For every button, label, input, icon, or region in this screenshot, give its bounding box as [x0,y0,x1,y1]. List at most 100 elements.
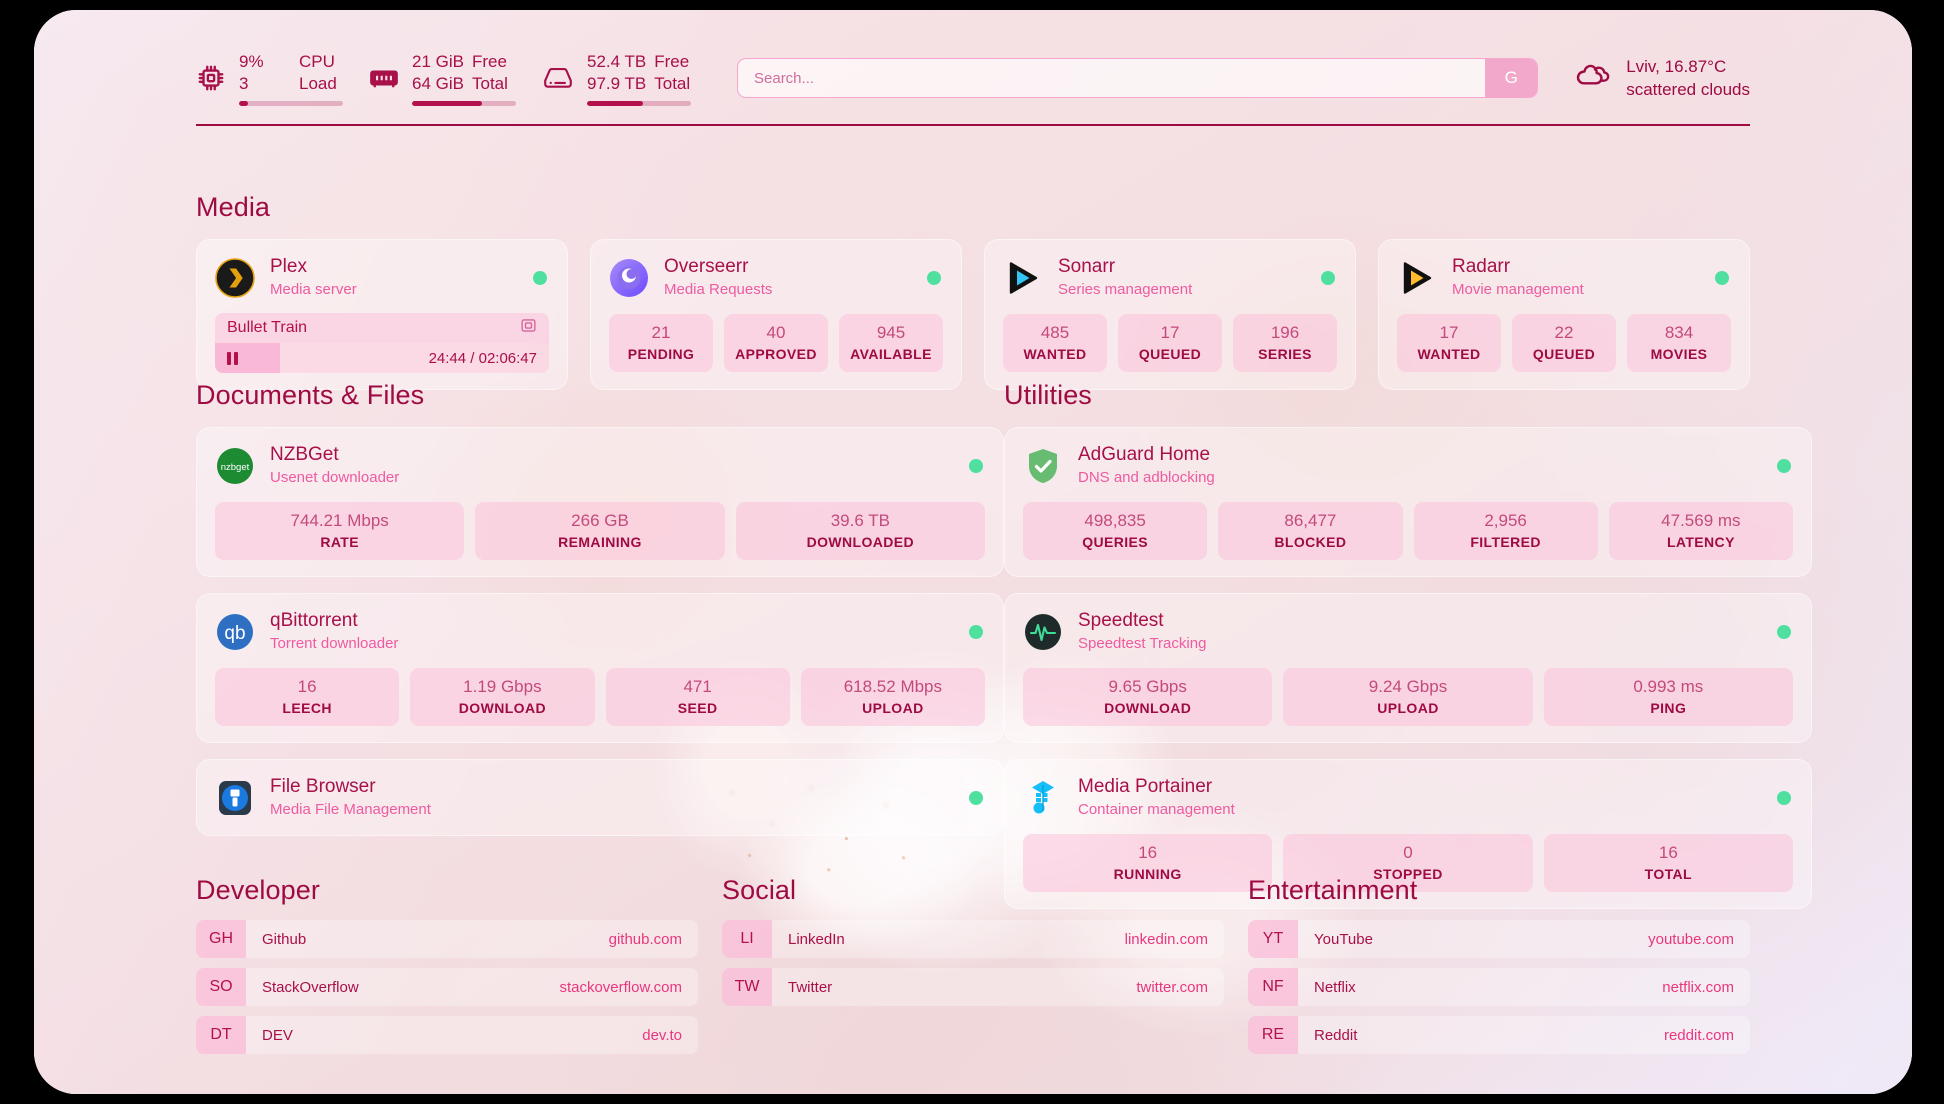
system-monitor-ram: 21 GiB 64 GiB Free Total [369,51,516,106]
stat-value: 9.24 Gbps [1368,677,1448,696]
monitor-value-2: 97.9 TB [587,73,647,93]
system-monitor-readout: 9% 3 CPU Load [239,51,343,106]
bookmark-abbr: RE [1248,1016,1298,1054]
stat-tile: 17 QUEUED [1118,314,1222,372]
service-subtitle: Media Requests [664,281,773,298]
bookmark-list: YT YouTube youtube.com NF Netflix netfli… [1248,920,1750,1054]
stat-label: QUEUED [1532,346,1596,362]
service-subtitle: Movie management [1452,281,1584,298]
stat-tile: 945 AVAILABLE [839,314,943,372]
section-title-utilities: Utilities [1004,380,1092,410]
monitor-value-2: 3 [239,73,249,93]
bookmark-item-dev[interactable]: DT DEV dev.to [196,1016,698,1054]
bookmark-abbr: TW [722,968,772,1006]
stat-value: 196 [1270,323,1300,342]
stat-value: 266 GB [571,511,629,530]
card-header: qb qBittorrent Torrent downloader [215,610,985,653]
search-input[interactable] [738,59,1486,97]
stat-label: WANTED [1023,346,1087,362]
stat-label: UPLOAD [1377,700,1439,716]
service-card-file-browser[interactable]: File Browser Media File Management [196,759,1004,836]
status-indicator-dot [1321,270,1335,285]
monitor-usage-bar [587,100,691,106]
stat-value: 834 [1664,323,1694,342]
bookmark-item-github[interactable]: GH Github github.com [196,920,698,958]
section-media: Media Plex Media server Bullet Train 24:… [196,192,1750,390]
bookmark-abbr: YT [1248,920,1298,958]
stat-value: 16 [1658,843,1678,862]
stat-tile: 39.6 TB DOWNLOADED [735,502,985,560]
bookmark-item-stackoverflow[interactable]: SO StackOverflow stackoverflow.com [196,968,698,1006]
stat-value: 1.19 Gbps [463,677,542,696]
monitor-value-1: 21 GiB [412,51,464,71]
service-subtitle: Container management [1078,801,1235,818]
bookmark-item-reddit[interactable]: RE Reddit reddit.com [1248,1016,1750,1054]
service-card-radarr[interactable]: Radarr Movie management 17 WANTED 22 QUE… [1378,239,1750,390]
monitor-usage-bar [239,100,343,106]
bookmark-abbr: NF [1248,968,1298,1006]
service-card-plex[interactable]: Plex Media server Bullet Train 24:44 / 0… [196,239,568,390]
cast-icon[interactable] [520,317,537,339]
service-name: Speedtest [1078,610,1164,631]
service-subtitle: Usenet downloader [270,469,400,486]
bookmark-item-linkedin[interactable]: LI LinkedIn linkedin.com [722,920,1224,958]
service-subtitle: DNS and adblocking [1078,469,1215,486]
qbittorrent-logo: qb [215,612,255,652]
ram-icon [369,65,399,91]
card-header: File Browser Media File Management [215,776,985,819]
monitor-value-2: 64 GiB [412,73,464,93]
stat-value: 485 [1040,323,1070,342]
stat-value: 2,956 [1484,511,1527,530]
stat-value: 40 [766,323,786,342]
service-card-media-portainer[interactable]: Media Portainer Container management 16 … [1004,759,1812,909]
stat-tile: 9.24 Gbps UPLOAD [1283,668,1533,726]
status-indicator-dot [533,270,547,285]
card-header: nzbget NZBGet Usenet downloader [215,444,985,487]
pause-icon[interactable] [227,351,238,365]
bookmark-name: Netflix [1314,978,1356,996]
stat-tile: 47.569 ms LATENCY [1608,502,1793,560]
status-indicator-dot [969,790,983,805]
dashboard-page: 9% 3 CPU Load 21 GiB 64 GiB [34,10,1912,1094]
bookmark-item-netflix[interactable]: NF Netflix netflix.com [1248,968,1750,1006]
system-monitor-cpu: 9% 3 CPU Load [196,51,343,106]
service-card-qbittorrent[interactable]: qb qBittorrent Torrent downloader 16 LEE… [196,593,1004,743]
stat-label: DOWNLOAD [458,700,546,716]
stat-label: DOWNLOAD [1104,700,1192,716]
service-card-adguard-home[interactable]: AdGuard Home DNS and adblocking 498,835 … [1004,427,1812,577]
search-box[interactable]: G [737,58,1539,98]
card-stats: 9.65 Gbps DOWNLOAD 9.24 Gbps UPLOAD 0.99… [1023,668,1793,726]
weather-widget: Lviv, 16.87°C scattered clouds [1572,55,1750,101]
service-subtitle: Media File Management [270,801,431,818]
stat-tile: 834 MOVIES [1627,314,1731,372]
stat-label: FILTERED [1470,534,1541,550]
bookmark-url: youtube.com [1648,930,1734,948]
service-card-nzbget[interactable]: nzbget NZBGet Usenet downloader 744.21 M… [196,427,1004,577]
now-playing-title: Bullet Train [227,319,308,336]
search-engine-button[interactable]: G [1485,59,1538,97]
stat-value: 945 [876,323,906,342]
svg-text:nzbget: nzbget [221,462,250,473]
stat-tile: 0 STOPPED [1283,834,1533,892]
card-stats: 485 WANTED 17 QUEUED 196 SERIES [1003,314,1337,372]
card-stats: 16 LEECH 1.19 Gbps DOWNLOAD 471 SEED 618… [215,668,985,726]
now-playing-progress[interactable]: 24:44 / 02:06:47 [215,343,549,373]
bookmark-list: LI LinkedIn linkedin.com TW Twitter twit… [722,920,1224,1006]
system-monitor-readout: 52.4 TB 97.9 TB Free Total [587,51,691,106]
bookmark-item-twitter[interactable]: TW Twitter twitter.com [722,968,1224,1006]
adguard-logo [1023,446,1063,486]
status-indicator-dot [969,458,983,473]
bookmark-group-developer: Developer GH Github github.com SO StackO… [196,875,698,1054]
service-subtitle: Torrent downloader [270,635,399,652]
stat-tile: 0.993 ms PING [1543,668,1793,726]
svg-text:qb: qb [224,623,245,644]
system-monitor-disk: 52.4 TB 97.9 TB Free Total [542,51,691,106]
stat-tile: 86,477 BLOCKED [1218,502,1403,560]
service-card-sonarr[interactable]: Sonarr Series management 485 WANTED 17 Q… [984,239,1356,390]
service-card-overseerr[interactable]: Overseerr Media Requests 21 PENDING 40 A… [590,239,962,390]
stat-value: 21 [651,323,671,342]
bookmark-item-youtube[interactable]: YT YouTube youtube.com [1248,920,1750,958]
service-card-speedtest[interactable]: Speedtest Speedtest Tracking 9.65 Gbps D… [1004,593,1812,743]
service-name: Plex [270,256,307,277]
bookmark-url: linkedin.com [1124,930,1208,948]
